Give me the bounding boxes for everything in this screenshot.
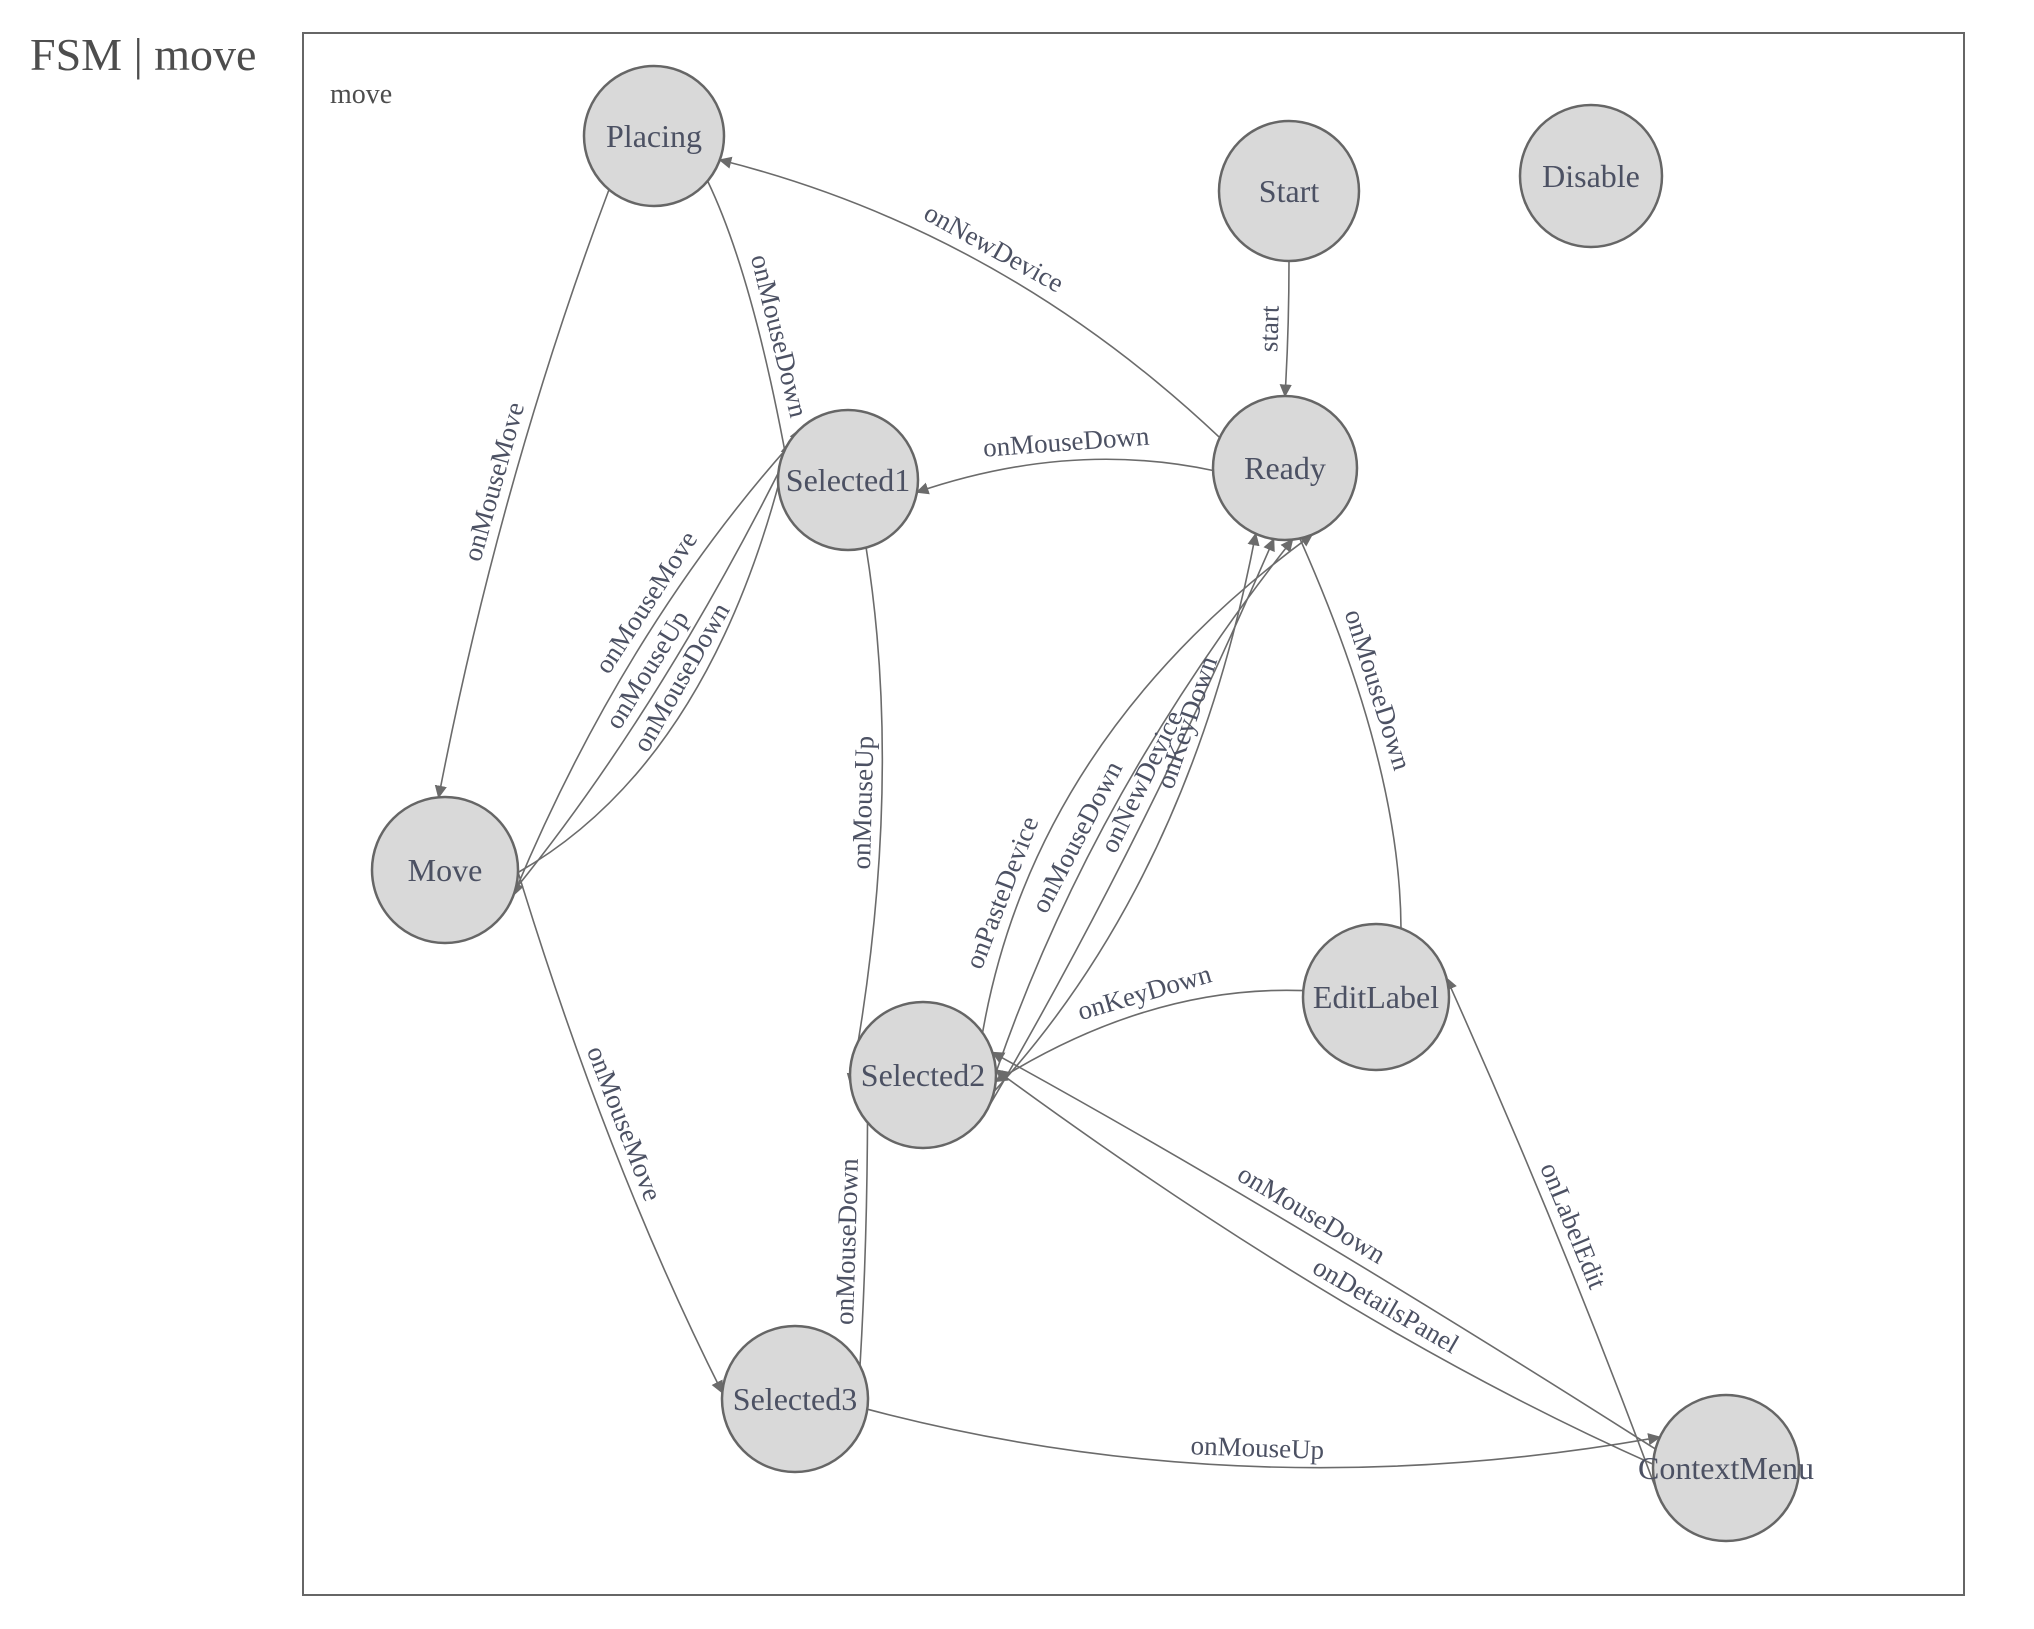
svg-text:onMouseDown: onMouseDown bbox=[829, 1157, 864, 1325]
svg-text:Disable: Disable bbox=[1542, 158, 1640, 194]
svg-text:ContextMenu: ContextMenu bbox=[1638, 1450, 1814, 1486]
svg-text:Selected1: Selected1 bbox=[786, 462, 910, 498]
svg-text:onMouseDown: onMouseDown bbox=[745, 251, 814, 420]
svg-text:onKeyDown: onKeyDown bbox=[1074, 958, 1215, 1026]
svg-text:onDetailsPanel: onDetailsPanel bbox=[1308, 1251, 1464, 1359]
svg-text:move: move bbox=[330, 79, 392, 110]
svg-text:start: start bbox=[1253, 305, 1284, 353]
svg-text:Move: Move bbox=[408, 852, 483, 888]
svg-text:onMouseDown: onMouseDown bbox=[1233, 1158, 1392, 1270]
svg-text:onMouseUp: onMouseUp bbox=[846, 736, 880, 870]
svg-text:EditLabel: EditLabel bbox=[1313, 979, 1439, 1015]
svg-text:Selected2: Selected2 bbox=[861, 1057, 985, 1093]
svg-text:onMouseMove: onMouseMove bbox=[457, 399, 530, 565]
svg-text:Ready: Ready bbox=[1244, 450, 1326, 486]
svg-text:onMouseUp: onMouseUp bbox=[1190, 1430, 1324, 1465]
svg-text:Placing: Placing bbox=[606, 118, 702, 154]
svg-text:onMouseDown: onMouseDown bbox=[982, 421, 1151, 463]
svg-text:onMouseMove: onMouseMove bbox=[581, 1042, 668, 1205]
svg-text:onNewDevice: onNewDevice bbox=[919, 197, 1069, 298]
svg-text:onLabelEdit: onLabelEdit bbox=[1534, 1158, 1613, 1293]
svg-text:onMouseDown: onMouseDown bbox=[1339, 606, 1418, 774]
svg-text:Start: Start bbox=[1259, 173, 1320, 209]
svg-text:Selected3: Selected3 bbox=[733, 1381, 857, 1417]
